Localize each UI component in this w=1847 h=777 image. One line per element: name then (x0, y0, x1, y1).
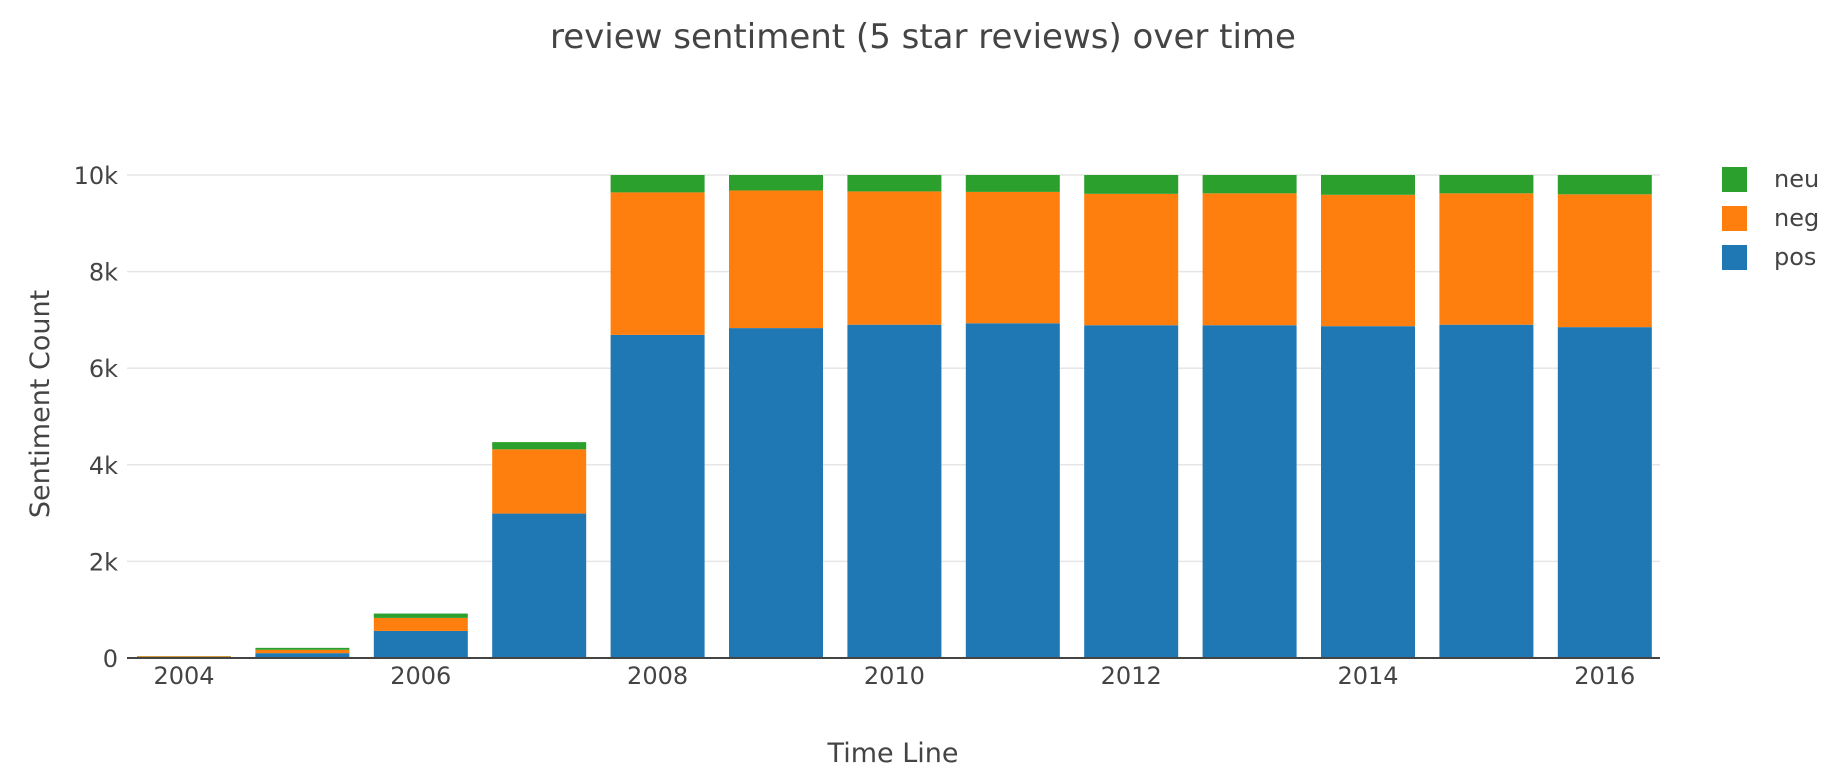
bar-neg-2011 (965, 191, 1060, 324)
legend-swatch-neu (1722, 167, 1747, 192)
y-tick-label: 6k (89, 355, 118, 383)
bar-neu-2011 (965, 175, 1060, 192)
bar-neu-2015 (1439, 175, 1534, 194)
y-tick-label: 8k (89, 259, 118, 287)
x-axis-label: Time Line (827, 738, 959, 769)
bar-neg-2010 (847, 191, 942, 325)
x-tick-label: 2016 (1574, 662, 1635, 690)
y-tick-label: 4k (89, 452, 118, 480)
bar-pos-2008 (610, 334, 705, 658)
x-tick-labels: 2004 2006 2008 2010 2012 2014 2016 (153, 662, 1635, 690)
bar-neg-2004 (137, 656, 231, 658)
legend-label-neu: neu (1774, 165, 1819, 193)
bar-neu-2008 (610, 175, 705, 193)
bar-pos-2005 (255, 653, 350, 658)
y-tick-labels: 0 2k 4k 6k 8k 10k (74, 162, 119, 673)
bar-neu-2016 (1557, 175, 1652, 195)
bar-pos-2013 (1202, 325, 1297, 658)
bar-neu-2012 (1084, 175, 1179, 194)
bar-pos-2014 (1321, 326, 1415, 658)
chart-title: review sentiment (5 star reviews) over t… (550, 17, 1296, 57)
bar-neg-2016 (1557, 194, 1652, 328)
bar-pos-2007 (492, 513, 587, 658)
bar-neg-2009 (729, 190, 823, 329)
x-tick-label: 2006 (390, 662, 451, 690)
y-axis-label: Sentiment Count (25, 290, 56, 518)
legend-label-pos: pos (1774, 243, 1816, 271)
bar-pos-2010 (847, 324, 942, 658)
bar-neg-2015 (1439, 193, 1534, 325)
y-tick-label: 2k (89, 548, 118, 576)
bar-pos-2015 (1439, 324, 1534, 658)
bar-neu-2013 (1202, 175, 1297, 194)
y-tick-label: 0 (103, 645, 118, 673)
x-tick-label: 2014 (1337, 662, 1398, 690)
bar-pos-2006 (373, 630, 468, 658)
x-tick-label: 2004 (153, 662, 214, 690)
y-tick-label: 10k (74, 162, 119, 190)
bar-neu-2010 (847, 175, 942, 192)
bar-neg-2006 (373, 617, 468, 631)
legend: neu neg pos (1722, 165, 1819, 271)
bar-neu-2007 (492, 442, 587, 450)
bar-neu-2006 (373, 613, 468, 618)
legend-swatch-neg (1722, 206, 1747, 231)
bar-pos-2012 (1084, 325, 1179, 658)
x-tick-label: 2008 (627, 662, 688, 690)
bar-neg-2005 (255, 649, 350, 654)
bar-neu-2009 (729, 175, 823, 191)
bar-pos-2009 (729, 328, 823, 658)
bar-neg-2012 (1084, 193, 1179, 326)
bar-neg-2007 (492, 449, 587, 514)
legend-swatch-pos (1722, 245, 1747, 270)
bar-neg-2013 (1202, 193, 1297, 326)
bar-pos-2011 (965, 323, 1060, 658)
x-tick-label: 2012 (1101, 662, 1162, 690)
legend-label-neg: neg (1774, 204, 1819, 232)
bar-neg-2014 (1321, 194, 1415, 327)
bars (137, 175, 1652, 658)
bar-pos-2016 (1557, 327, 1652, 658)
bar-neu-2005 (255, 647, 350, 650)
bar-neg-2008 (610, 192, 705, 335)
x-tick-label: 2010 (864, 662, 925, 690)
bar-neu-2014 (1321, 175, 1415, 195)
